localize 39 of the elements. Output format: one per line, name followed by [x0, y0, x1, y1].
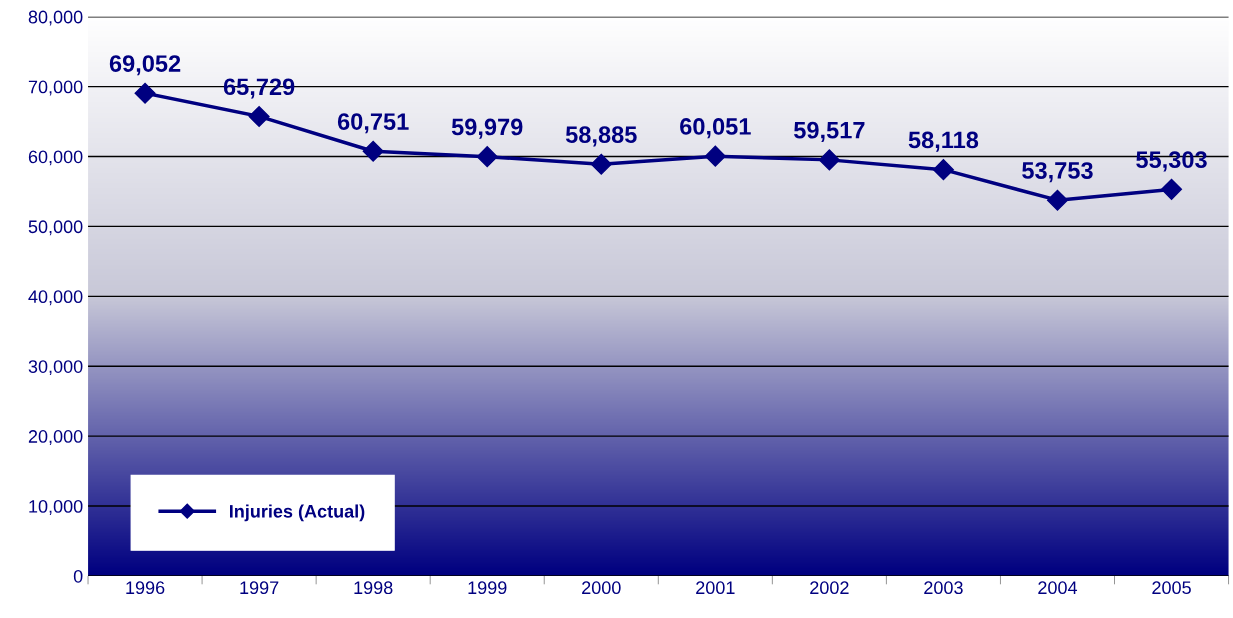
point	[704, 145, 726, 167]
legend-label: Injuries (Actual)	[229, 504, 365, 522]
y-tick-label: 20,000	[28, 430, 83, 446]
data-label: 53,753	[1022, 162, 1093, 183]
data-label: 58,885	[565, 126, 637, 147]
x-tick-label: 2002	[810, 581, 849, 595]
data-label: 55,303	[1136, 151, 1207, 172]
point	[134, 82, 156, 104]
data-label: 69,052	[109, 55, 181, 76]
point	[932, 159, 954, 181]
point	[248, 105, 270, 127]
y-tick-label: 40,000	[28, 290, 83, 306]
x-tick-label: 1997	[240, 581, 279, 595]
data-label: 60,051	[680, 118, 751, 139]
point	[590, 153, 612, 175]
y-tick-label: 30,000	[28, 360, 83, 376]
point	[1046, 189, 1068, 211]
data-label: 59,979	[451, 118, 523, 139]
y-tick-label: 50,000	[28, 220, 83, 236]
x-tick-label: 1996	[126, 581, 165, 595]
x-tick-label: 2005	[1152, 581, 1191, 595]
data-label: 60,751	[337, 113, 409, 134]
x-tick-label: 2003	[924, 581, 963, 595]
y-tick-label: 70,000	[28, 80, 83, 96]
point	[362, 140, 384, 162]
x-tick-label: 2001	[696, 581, 735, 595]
y-tick-label: 80,000	[28, 10, 83, 26]
x-tick-label: 1998	[354, 581, 393, 595]
point	[1161, 178, 1183, 200]
x-tick-label: 2000	[582, 581, 621, 595]
data-label: 59,517	[794, 121, 865, 142]
x-tick-label: 1999	[468, 581, 507, 595]
point	[818, 149, 840, 171]
data-label: 58,118	[908, 131, 979, 152]
y-tick-label: 0	[73, 569, 83, 583]
y-tick-label: 60,000	[28, 150, 83, 166]
x-tick-label: 2004	[1038, 581, 1078, 595]
y-tick-label: 10,000	[29, 500, 83, 515]
point	[476, 146, 498, 168]
